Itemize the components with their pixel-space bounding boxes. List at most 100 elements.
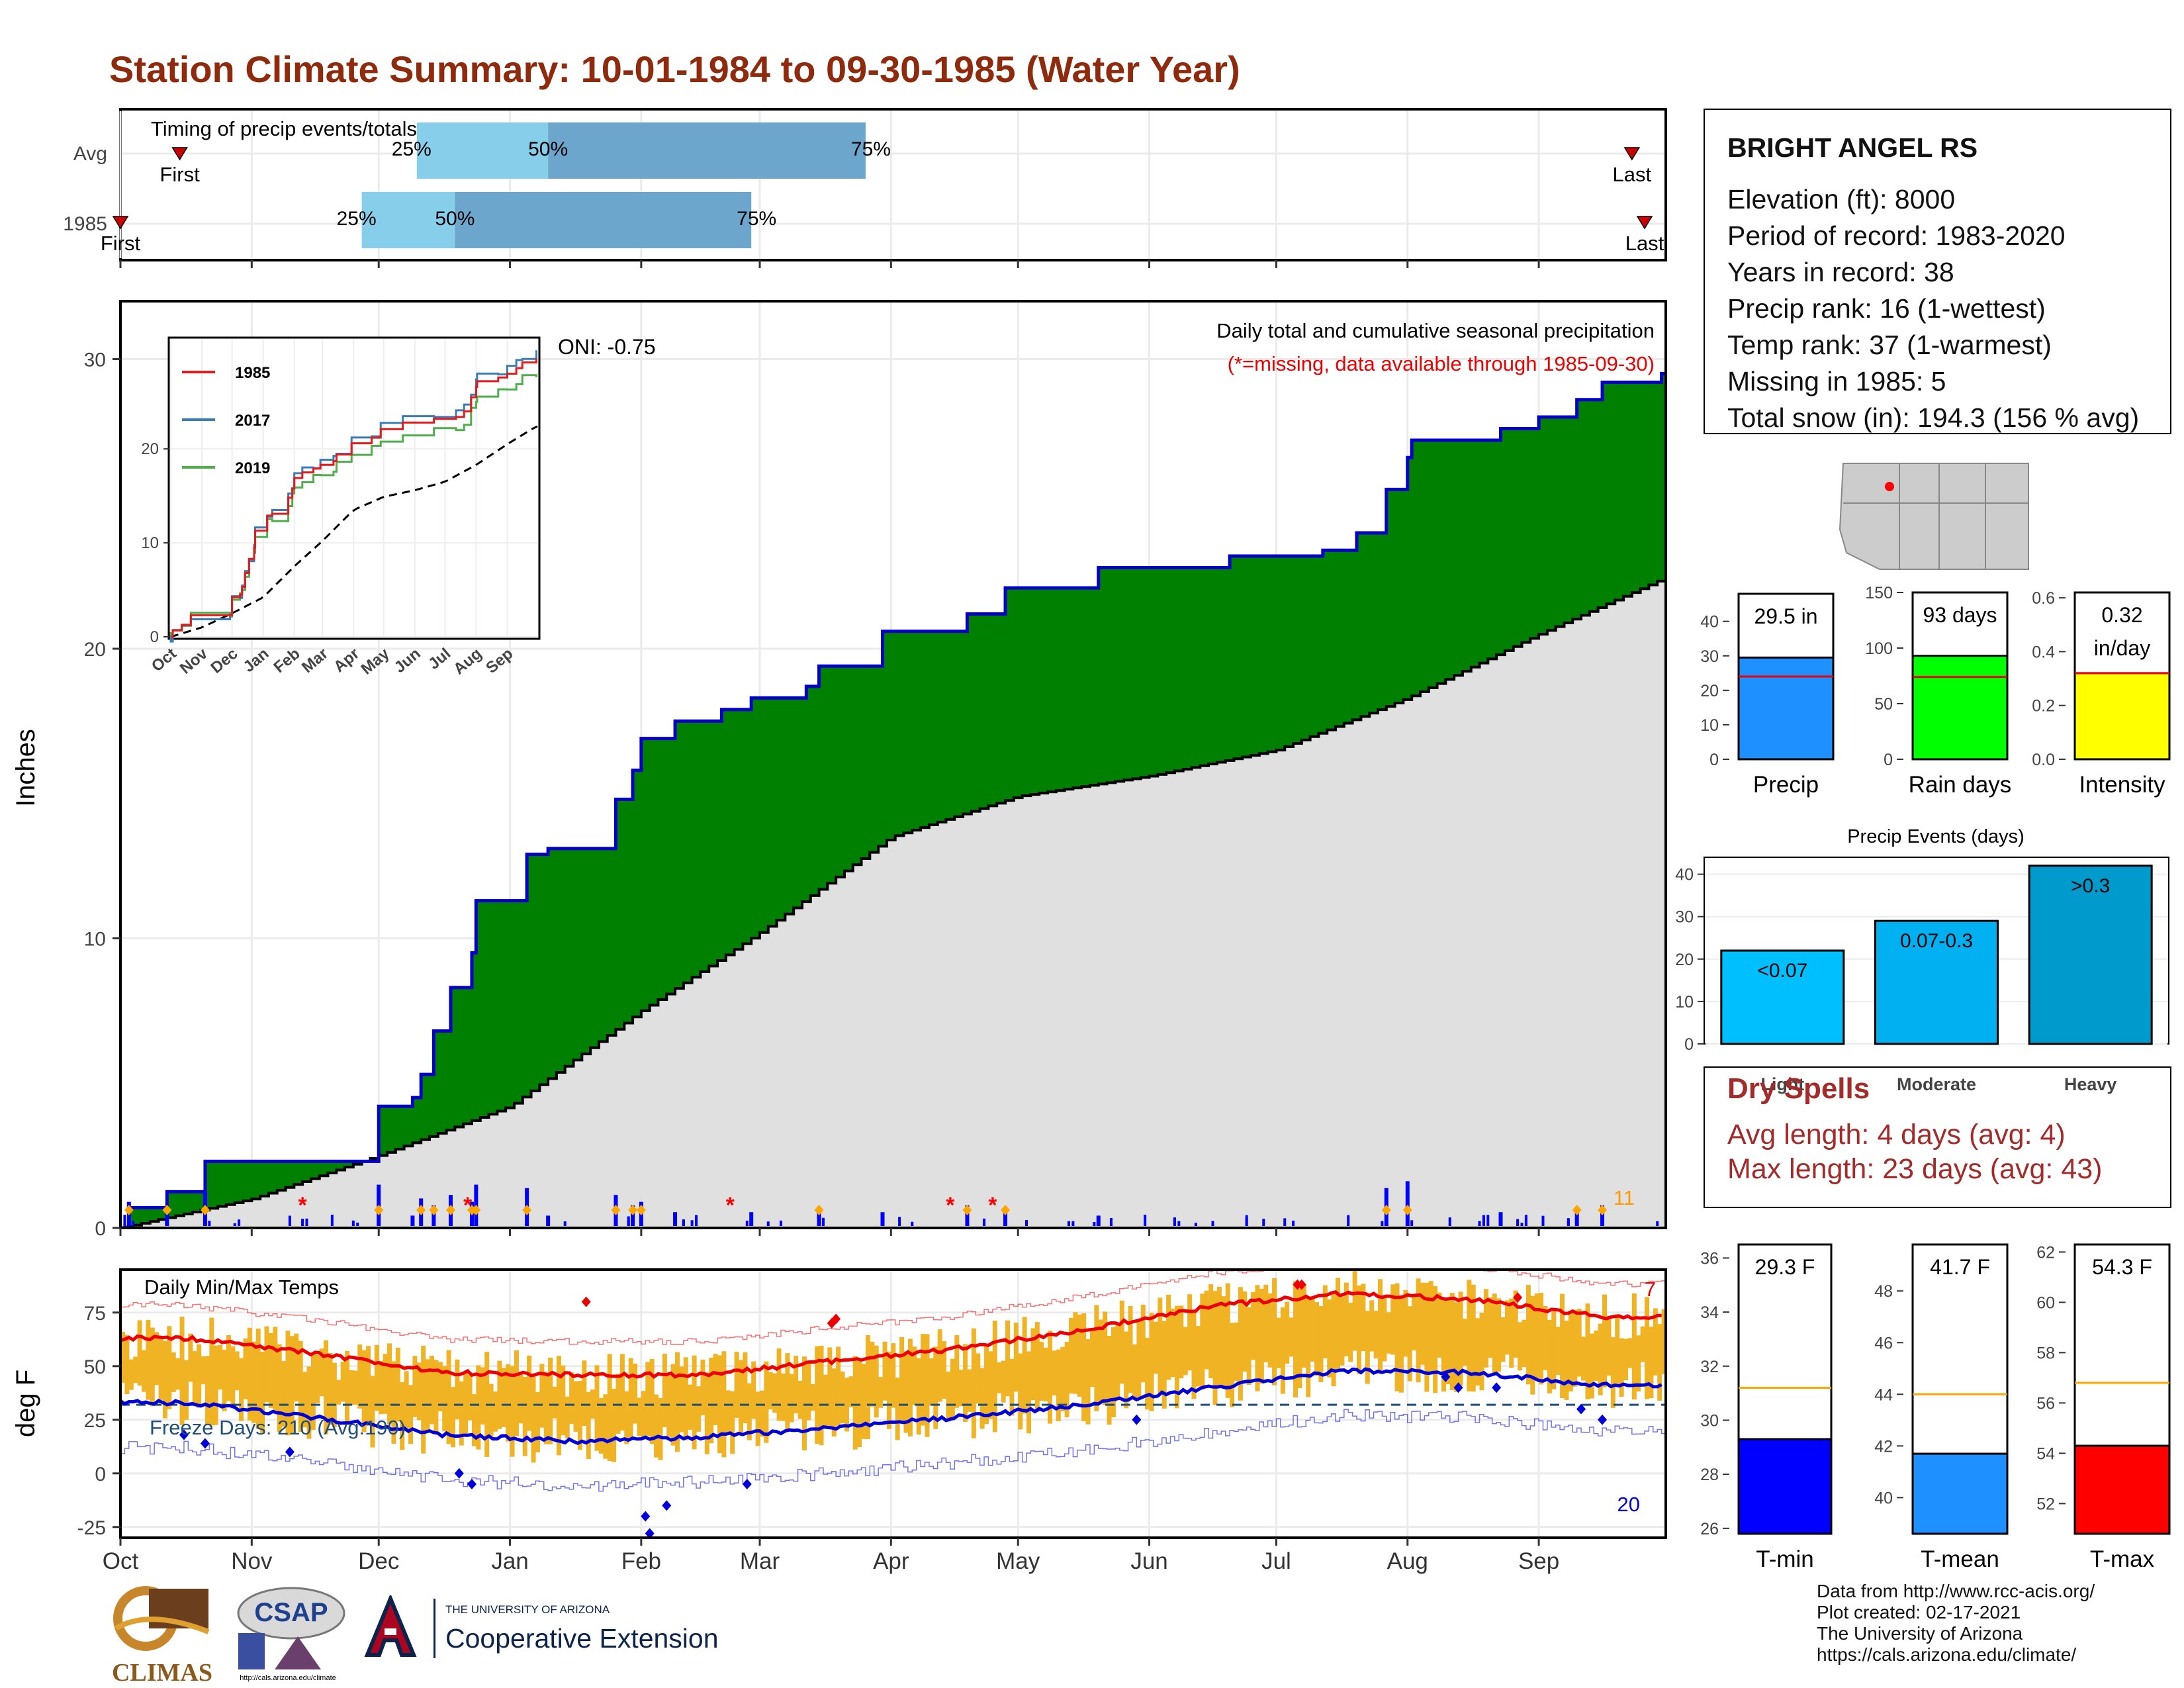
daily-temp-bar [1598,1323,1603,1395]
precip-ytick-label: 20 [84,639,106,661]
timing-q25-label: 25% [392,138,432,160]
month-label: Dec [358,1548,399,1574]
events-title: Precip Events (days) [1847,826,2025,847]
daily-temp-bar [255,1329,261,1429]
daily-temp-bar [954,1335,960,1408]
daily-temp-bar [1242,1291,1248,1372]
daily-temp-bar [404,1371,409,1432]
missing-day-marker: * [298,1193,307,1218]
daily-temp-bar [929,1358,934,1405]
precip-title: Daily total and cumulative seasonal prec… [1216,319,1655,342]
daily-temp-bar [205,1356,210,1425]
daily-temp-bar [815,1346,820,1444]
daily-temp-bar [1653,1308,1658,1376]
heavy-event-marker [636,1205,646,1215]
daily-temp-bar [612,1389,617,1462]
daily-temp-bar [1500,1317,1506,1362]
heavy-event-marker [200,1205,210,1215]
daily-temp-bar [264,1326,269,1403]
daily-temp-bar [162,1340,167,1419]
daily-temp-bar [1407,1306,1412,1382]
years-line: Years in record: 38 [1727,257,1954,287]
daily-precip-bar [821,1217,825,1226]
daily-temp-bar [780,1373,786,1421]
daily-temp-bar [1594,1331,1599,1381]
daily-temp-bar [607,1354,612,1461]
record-low-marker [1132,1414,1142,1425]
daily-temp-bar [306,1366,312,1439]
month-label: Feb [621,1548,661,1574]
mini-chart-ytick-label: 0.2 [2032,697,2055,716]
daily-precip-bar [779,1220,782,1226]
daily-precip-bar [123,1215,126,1226]
record-low-marker [1576,1403,1586,1415]
record-low-count: 20 [1617,1493,1640,1516]
daily-temp-bar [361,1350,367,1432]
daily-temp-bar [1534,1293,1539,1380]
timing-bar-q50-q75 [548,122,866,179]
daily-temp-bar [1246,1307,1251,1385]
daily-precip-bar [208,1221,211,1226]
precip-subtitle: (*=missing, data available through 1985-… [1228,352,1655,375]
daily-temp-bar [1145,1338,1150,1410]
inset-legend-label: 2019 [235,459,270,477]
daily-precip-bar [1245,1215,1248,1226]
record-low-marker [1492,1382,1502,1393]
daily-precip-bar [1292,1221,1295,1226]
daily-precip-bar [1211,1221,1214,1226]
daily-temp-bar [1428,1281,1433,1373]
daily-temp-bar [124,1335,130,1395]
mini-chart-bar [2073,1444,2171,1535]
daily-temp-bar [743,1352,748,1424]
daily-temp-bar [675,1352,680,1452]
daily-temp-bar [666,1376,672,1437]
mini-chart-title: Precip [1753,772,1819,798]
daily-temp-bar [764,1361,769,1443]
daily-temp-bar [1581,1336,1586,1381]
average-min-temp-line [120,1367,1662,1445]
daily-temp-bar [624,1391,629,1444]
mini-chart-t-min: 26 28 30 32 34 36 29.3 F T-min [1700,1243,1833,1572]
inset-ytick-label: 10 [141,534,159,552]
snow-line: Total snow (in): 194.3 (156 % avg) [1727,402,2140,433]
timing-bar-q25-q50 [416,122,549,179]
daily-temp-bar [412,1356,418,1417]
daily-temp-bar [1394,1283,1400,1391]
record-low-marker [454,1468,464,1479]
dry-spells-avg: Avg length: 4 days (avg: 4) [1727,1119,2066,1150]
mini-chart-ytick-label: 0.0 [2032,751,2055,769]
daily-temp-bar [882,1341,887,1401]
daily-temp-bar [446,1350,451,1444]
daily-temp-bar [776,1348,782,1421]
csap-logo-text: CSAP [254,1598,328,1627]
mini-chart-title: T-min [1756,1546,1814,1572]
daily-temp-bar [281,1361,287,1427]
daily-temp-bar [569,1372,574,1425]
temp-y-axis-label: deg F [11,1370,40,1437]
daily-precip-bar [695,1215,698,1226]
daily-temp-bar [1234,1322,1239,1382]
daily-temp-bar [450,1387,455,1448]
daily-precip-bar [351,1220,355,1226]
daily-temp-bar [1018,1353,1023,1430]
daily-temp-bar [1492,1293,1497,1374]
daily-temp-bar [332,1362,337,1428]
credits-line-2: Plot created: 02-17-2021 [1817,1602,2021,1622]
daily-precip-bar [1283,1218,1287,1226]
daily-temp-bar [1560,1293,1565,1399]
mini-chart-title: Rain days [1909,772,2012,798]
daily-temp-bar [1052,1350,1057,1396]
heavy-event-marker [445,1205,455,1215]
daily-temp-bar [1479,1312,1484,1391]
daily-temp-bar [1158,1297,1163,1395]
daily-temp-bar [222,1349,227,1411]
inset-legend-label: 2017 [235,412,270,430]
mini-chart-value-label: in/day [2094,636,2150,660]
daily-temp-bar [891,1343,896,1408]
daily-temp-bar [1009,1358,1015,1416]
daily-temp-bar [1187,1294,1193,1371]
daily-temp-bar [120,1331,125,1383]
daily-temp-bar [823,1374,828,1429]
daily-temp-bar [1471,1284,1476,1392]
